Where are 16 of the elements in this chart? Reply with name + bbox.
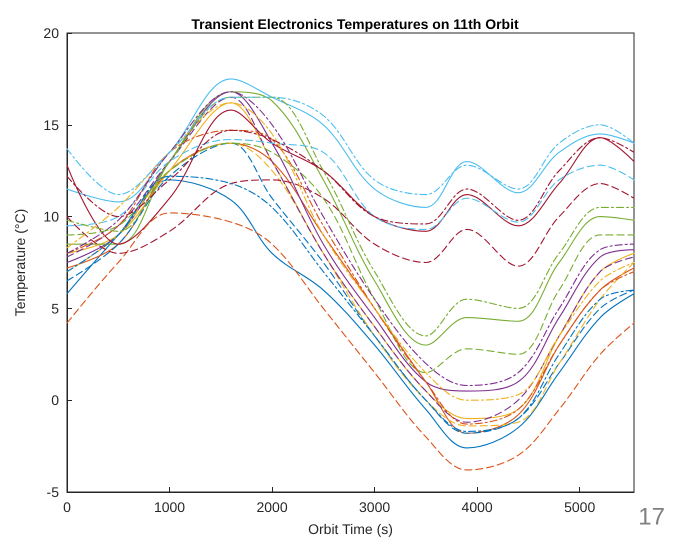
y-axis-title: Temperature (°C) <box>12 208 28 316</box>
y-tick-label: 10 <box>43 208 60 225</box>
x-tick-label: 2000 <box>256 499 288 515</box>
y-tick-label: 20 <box>43 25 60 41</box>
x-axis-title: Orbit Time (s) <box>308 521 393 537</box>
x-tick-label: 0 <box>63 499 72 515</box>
x-tick-label: 5000 <box>564 499 596 515</box>
x-tick-label: 4000 <box>462 499 493 515</box>
x-tick-label: 1000 <box>154 499 186 515</box>
y-tick-label: 15 <box>43 116 60 133</box>
y-tick-label: -5 <box>46 484 60 500</box>
y-tick-label: 0 <box>51 392 60 408</box>
chart-title: Transient Electronics Temperatures on 11th Orbit <box>191 16 519 32</box>
x-tick-label: 3000 <box>359 499 390 515</box>
y-tick-label: 5 <box>51 300 60 316</box>
text: 17 <box>638 504 666 530</box>
